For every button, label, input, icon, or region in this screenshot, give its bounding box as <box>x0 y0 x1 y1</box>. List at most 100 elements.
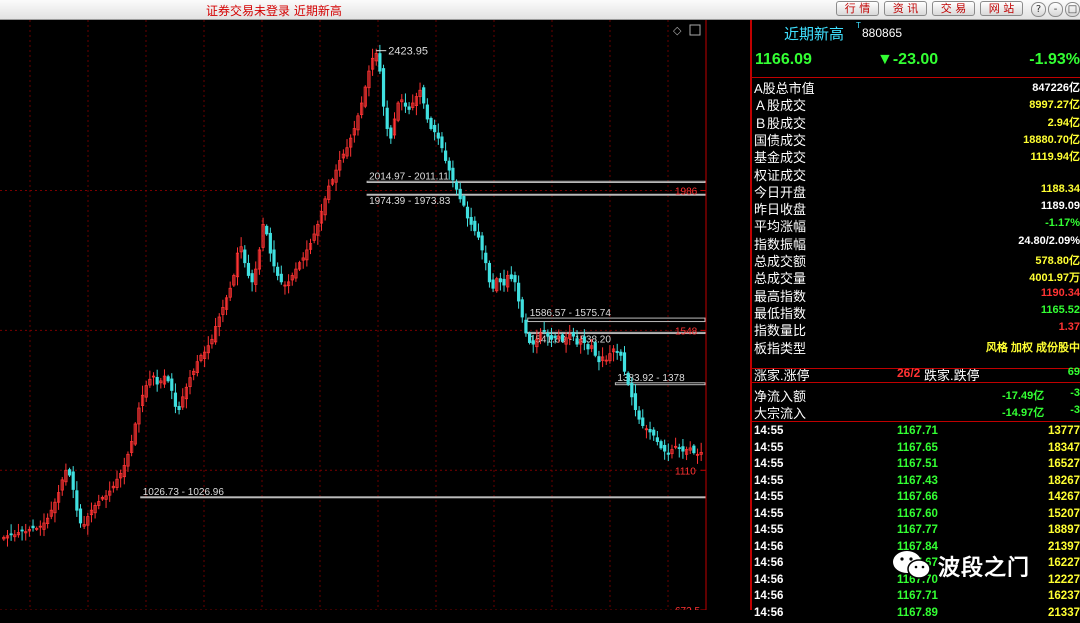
tick-row[interactable]: 14:55 1167.51 16527 <box>752 458 1080 474</box>
stat-row: 总成交量 4001.97万 <box>752 268 1080 287</box>
candle-body <box>290 275 294 281</box>
y-tick-label: 1986 <box>675 187 698 198</box>
tick-price: 1167.84 <box>897 540 938 553</box>
candle-body <box>502 278 506 286</box>
trade-button[interactable]: 交 易 <box>932 1 975 16</box>
candle-body <box>111 485 115 489</box>
tick-time: 14:55 <box>754 425 784 437</box>
tick-volume: 18267 <box>1048 474 1080 487</box>
tick-volume: 18897 <box>1048 524 1080 536</box>
gap-zone <box>614 382 706 386</box>
candle-body <box>381 68 386 107</box>
tick-row[interactable]: 14:55 1167.77 18897 <box>752 524 1080 540</box>
candle-body <box>681 446 685 452</box>
candle-body <box>173 392 178 407</box>
stat-label: 权证成交 <box>754 167 807 183</box>
stat-value: 1190.34 <box>1040 286 1080 299</box>
candle-body <box>487 262 492 283</box>
tick-row[interactable]: 14:56 1167.71 16237 <box>752 590 1080 606</box>
stat-row: 指数量比 1.37 <box>752 320 1080 338</box>
tick-volume: 16237 <box>1048 590 1080 602</box>
candle-body <box>674 445 678 448</box>
stat-value: 1.37 <box>1058 321 1080 334</box>
candle-body <box>476 231 481 238</box>
kline-chart[interactable]: 2014.97 - 2011.11 1974.39 - 1973.83 1586.5… <box>0 20 708 610</box>
candle-body <box>97 501 101 506</box>
help-icon[interactable]: ? <box>1031 2 1046 17</box>
tick-row[interactable]: 14:55 1167.43 18267 <box>752 475 1080 491</box>
down-label: 跌家.跌停 <box>924 368 980 383</box>
candle-body <box>451 167 455 181</box>
candle-body <box>535 338 539 348</box>
chart-grid <box>0 20 707 610</box>
website-button[interactable]: 网 站 <box>980 1 1023 16</box>
divider-line <box>752 382 1080 383</box>
tick-volume: 21397 <box>1048 540 1080 553</box>
stat-row: 最低指数 1165.52 <box>752 303 1080 321</box>
panel-divider <box>750 20 752 610</box>
flow-value: -14.97亿 <box>1002 407 1045 419</box>
tick-row[interactable]: 14:56 1167.84 21397 <box>752 541 1080 557</box>
candle-body <box>684 449 689 455</box>
candle-body <box>349 137 353 148</box>
up-value: 26/2 <box>897 366 921 380</box>
candle-body <box>279 273 283 283</box>
candle-body <box>122 465 126 478</box>
candle-body <box>429 117 433 129</box>
candle-body <box>611 348 616 353</box>
candle-body <box>378 53 382 72</box>
tick-row[interactable]: 14:56 1167.70 12227 <box>752 574 1080 590</box>
minimize-icon[interactable]: - <box>1048 2 1063 17</box>
news-button[interactable]: 资 讯 <box>884 1 927 16</box>
candle-body <box>513 275 517 283</box>
flow-label: 净流入额 <box>754 389 807 404</box>
candle-body <box>301 257 305 261</box>
gap-zone <box>366 193 706 196</box>
candle-body <box>177 406 181 411</box>
candle-body <box>546 332 550 337</box>
tick-row[interactable]: 14:55 1167.65 18347 <box>752 442 1080 458</box>
candle-body <box>608 353 612 362</box>
gap-zone-label: 1026.73 - 1026.96 <box>143 487 225 498</box>
tick-price: 1167.66 <box>897 491 938 503</box>
candle-body <box>78 508 83 524</box>
candle-body <box>199 354 203 361</box>
y-tick-label: 1548 <box>675 326 698 337</box>
candle-body <box>480 235 484 251</box>
candle-body <box>287 281 291 287</box>
tick-time: 14:55 <box>754 458 784 470</box>
candle-body <box>308 243 313 250</box>
candle-body <box>579 338 583 345</box>
tick-row[interactable]: 14:55 1167.60 15207 <box>752 508 1080 524</box>
tick-price: 1167.89 <box>897 606 938 619</box>
tick-time: 14:56 <box>754 573 784 586</box>
y-tick-label: 1110 <box>675 466 696 477</box>
stat-label: 平均涨幅 <box>754 219 807 235</box>
candle-body <box>648 429 652 433</box>
restore-icon[interactable]: □ <box>1065 2 1080 17</box>
candle-body <box>506 275 510 288</box>
stat-label: 总成交量 <box>754 271 807 287</box>
candle-body <box>370 57 375 70</box>
fullscreen-icon[interactable] <box>689 24 701 36</box>
candle-body <box>38 525 42 528</box>
tick-row[interactable]: 14:55 1167.66 14267 <box>752 491 1080 507</box>
diamond-icon[interactable]: ◇ <box>673 24 682 37</box>
stat-label: 国债成交 <box>754 132 807 148</box>
candle-body <box>327 185 331 200</box>
candle-body <box>305 249 309 261</box>
candle-body <box>538 332 543 340</box>
up-label: 涨家.涨停 <box>754 368 810 383</box>
index-code: 880865 <box>862 26 903 40</box>
candle-body <box>363 86 367 107</box>
candle-body <box>119 473 123 479</box>
tick-row[interactable]: 14:56 1167.89 21337 <box>752 607 1080 623</box>
quotes-button[interactable]: 行 情 <box>836 1 879 16</box>
tick-price: 1167.60 <box>897 507 938 520</box>
price-change: ▼-23.00 <box>877 51 939 68</box>
tick-row[interactable]: 14:55 1167.71 13777 <box>752 425 1080 441</box>
candle-body <box>16 532 21 536</box>
candle-body <box>64 469 68 483</box>
candle-body <box>60 479 64 491</box>
candle-body <box>100 497 105 500</box>
